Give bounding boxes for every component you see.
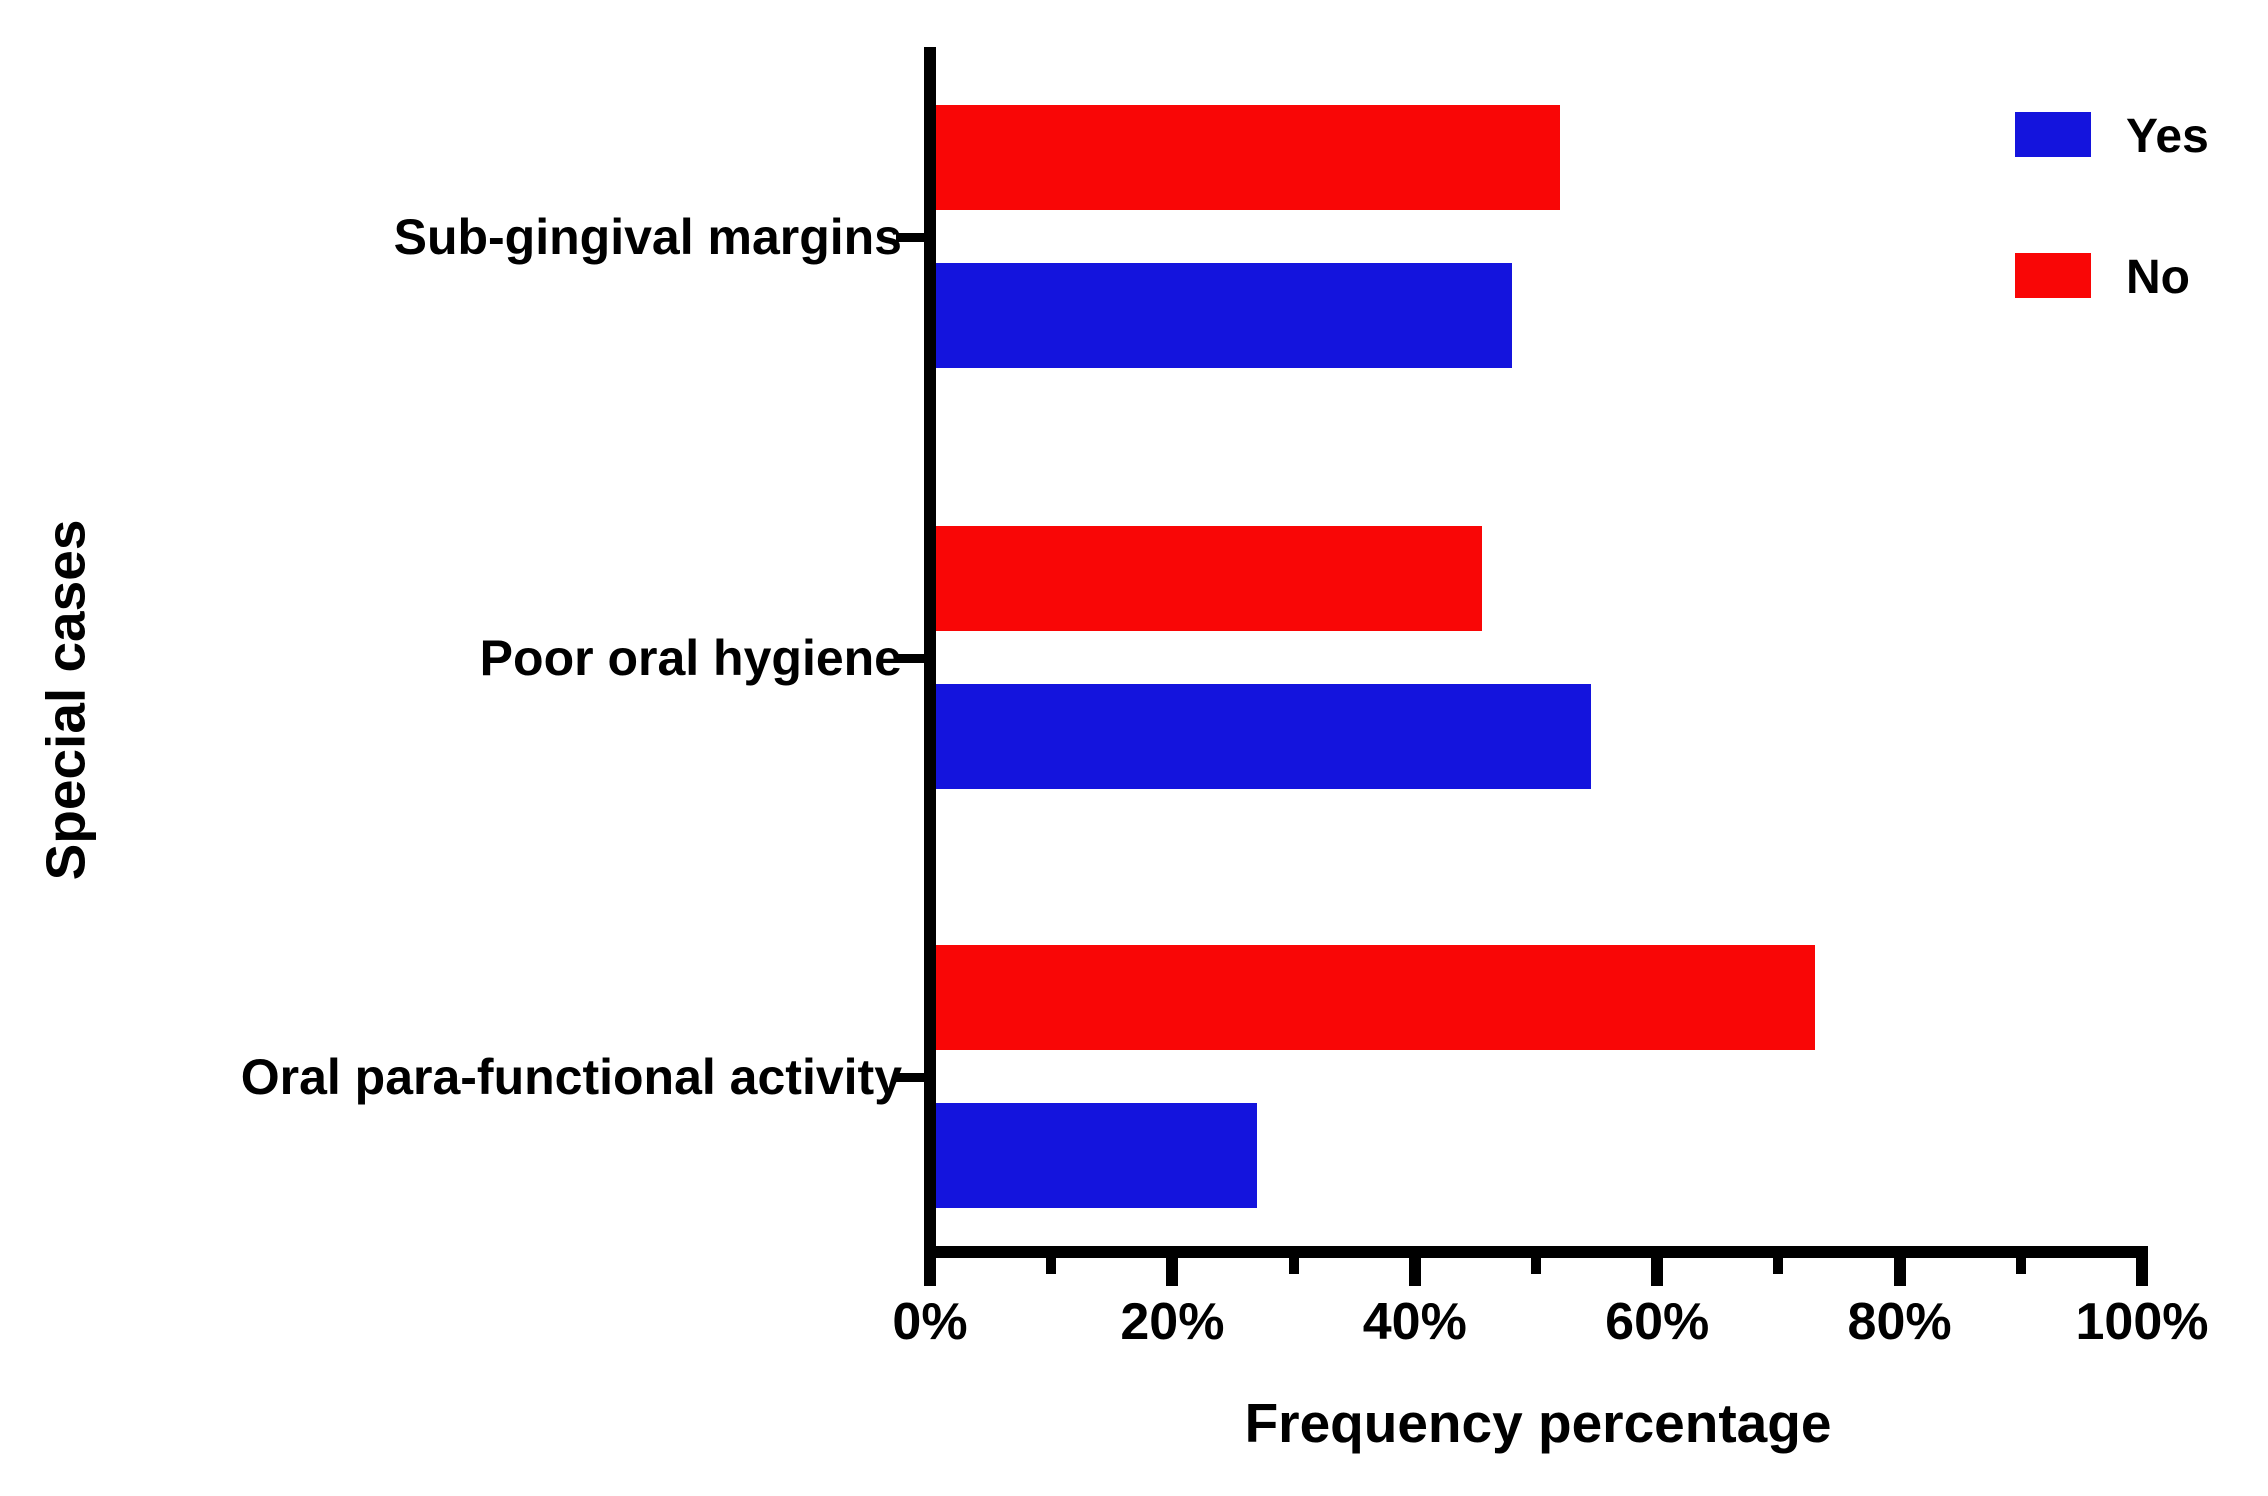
x-tick-label-20: 20% xyxy=(1120,1293,1225,1351)
x-major-tick-20 xyxy=(1166,1258,1179,1286)
y-axis-title: Special cases xyxy=(34,519,97,881)
x-tick-label-60: 60% xyxy=(1605,1293,1710,1351)
x-minor-tick-70 xyxy=(1773,1258,1784,1274)
x-tick-label-0: 0% xyxy=(892,1293,968,1351)
category-label-oral-para-functional-activity: Oral para-functional activity xyxy=(240,1048,902,1105)
bar-poor-oral-hygiene-yes xyxy=(930,684,1591,789)
x-minor-tick-30 xyxy=(1288,1258,1299,1274)
x-tick-label-100: 100% xyxy=(2075,1293,2209,1351)
x-major-tick-100 xyxy=(2136,1258,2148,1286)
category-label-sub-gingival-margins: Sub-gingival margins xyxy=(393,208,902,265)
bar-sub-gingival-margins-no xyxy=(930,105,1561,210)
category-label-poor-oral-hygiene: Poor oral hygiene xyxy=(479,629,902,686)
bar-oral-para-functional-activity-yes xyxy=(930,1103,1258,1208)
x-minor-tick-50 xyxy=(1531,1258,1541,1274)
legend-label-no: No xyxy=(2126,251,2190,304)
x-axis-line xyxy=(924,1246,2148,1258)
legend-swatch-no xyxy=(2015,253,2091,298)
x-tick-label-40: 40% xyxy=(1362,1293,1467,1351)
category-tick-poor-oral-hygiene xyxy=(896,653,924,663)
x-major-tick-60 xyxy=(1651,1258,1664,1286)
y-axis-line xyxy=(924,47,936,1286)
x-major-tick-0 xyxy=(924,1258,936,1286)
bar-oral-para-functional-activity-no xyxy=(930,945,1815,1050)
x-major-tick-80 xyxy=(1893,1258,1906,1286)
x-minor-tick-10 xyxy=(1046,1258,1057,1274)
category-tick-oral-para-functional-activity xyxy=(896,1072,924,1082)
x-minor-tick-90 xyxy=(2015,1258,2026,1274)
x-major-tick-40 xyxy=(1408,1258,1421,1286)
legend-swatch-yes xyxy=(2015,112,2091,157)
legend-label-yes: Yes xyxy=(2126,110,2209,163)
category-tick-sub-gingival-margins xyxy=(896,232,924,242)
bar-sub-gingival-margins-yes xyxy=(930,263,1512,368)
x-axis-title: Frequency percentage xyxy=(1244,1392,1832,1454)
bar-poor-oral-hygiene-no xyxy=(930,526,1482,631)
x-tick-label-80: 80% xyxy=(1847,1293,1952,1351)
